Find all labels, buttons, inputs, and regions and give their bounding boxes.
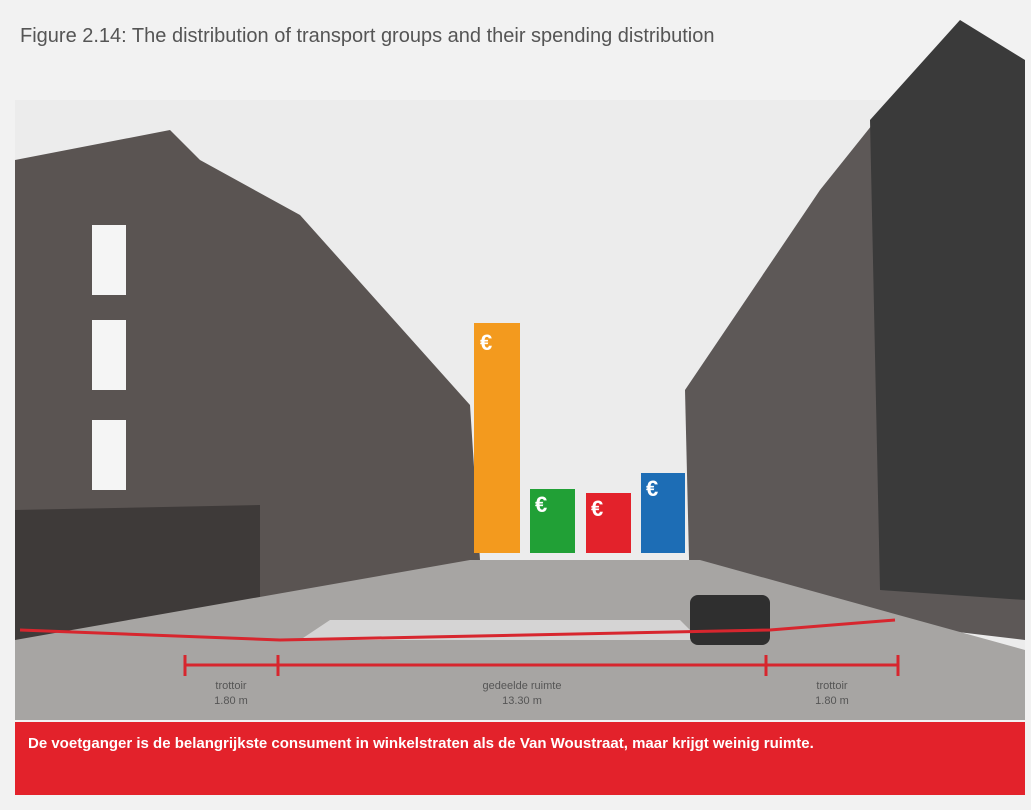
measurement-label: gedeelde ruimte [483, 680, 562, 692]
page: Figure 2.14: The distribution of transpo… [0, 0, 1031, 810]
measurement-width: 1.80 m [815, 695, 849, 707]
bar-icon: € [591, 496, 603, 521]
caption-box: De voetganger is de belangrijkste consum… [28, 732, 1018, 792]
figure-title: Figure 2.14: The distribution of transpo… [20, 25, 715, 47]
bar-icon: € [646, 476, 658, 501]
bar-icon: € [535, 492, 547, 517]
window [92, 420, 126, 490]
car [690, 595, 770, 645]
measurement-label: trottoir [816, 680, 848, 692]
tree [870, 20, 1025, 600]
window [92, 320, 126, 390]
caption: De voetganger is de belangrijkste consum… [28, 732, 1018, 755]
measurement-label: trottoir [215, 680, 247, 692]
measurement-width: 13.30 m [502, 695, 542, 707]
window [92, 225, 126, 295]
pedestrian-bar [474, 323, 520, 553]
bar-icon: € [480, 330, 492, 355]
measurement-width: 1.80 m [214, 695, 248, 707]
